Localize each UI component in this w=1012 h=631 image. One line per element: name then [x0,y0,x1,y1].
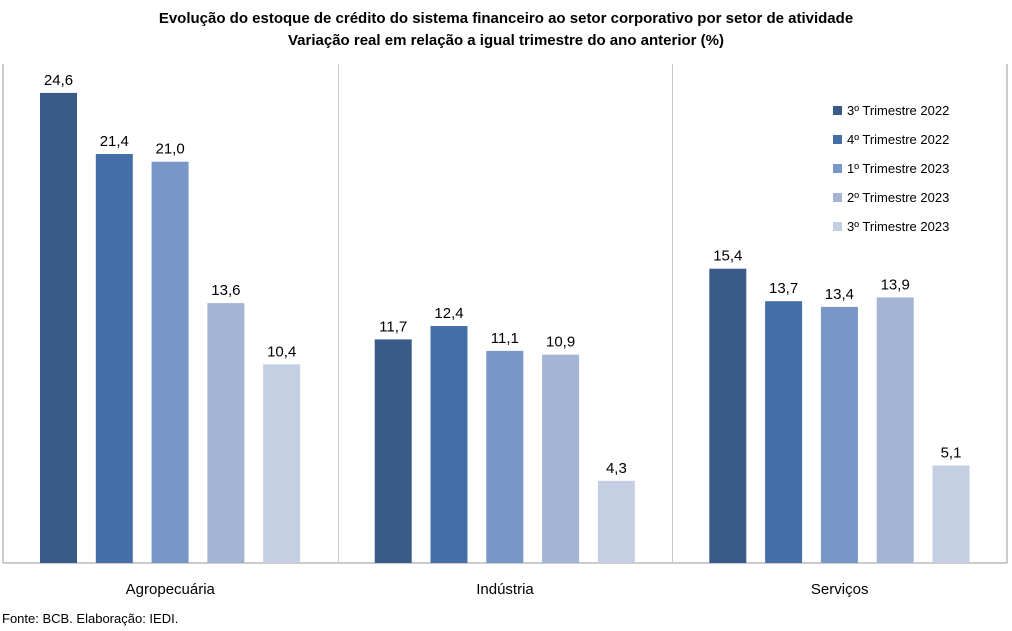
data-label: 4,3 [606,460,627,477]
source-note: Fonte: BCB. Elaboração: IEDI. [2,611,179,626]
legend-label: 1º Trimestre 2023 [847,161,950,176]
data-label: 15,4 [713,248,742,265]
legend-item: 2º Trimestre 2023 [833,190,949,206]
legend-label: 4º Trimestre 2022 [847,132,950,147]
data-label: 10,4 [267,343,296,360]
bar [263,364,301,563]
bar [709,268,747,563]
bar [374,339,412,563]
data-label: 11,7 [379,318,407,335]
data-label: 21,0 [155,141,184,158]
bar [486,350,524,563]
legend-label: 2º Trimestre 2023 [847,190,950,205]
legend-swatch [833,164,842,173]
legend-swatch [833,135,842,144]
legend-item: 3º Trimestre 2022 [833,103,949,119]
data-label: 21,4 [100,133,129,150]
data-label: 13,6 [211,282,240,299]
bar [430,326,468,563]
category-label: Indústria [476,581,534,598]
bar [207,303,245,563]
chart-title-block: Evolução do estoque de crédito do sistem… [0,8,1012,52]
bar [876,297,914,563]
data-label: 12,4 [434,305,463,322]
bar [95,154,133,563]
category-label: Agropecuária [126,581,216,598]
category-label: Serviços [811,581,869,598]
data-label: 5,1 [941,445,962,462]
bar [597,480,635,563]
legend-label: 3º Trimestre 2023 [847,219,950,234]
legend-item: 1º Trimestre 2023 [833,161,949,177]
bar [542,354,580,563]
legend-swatch [833,106,842,115]
legend-item: 4º Trimestre 2022 [833,132,949,148]
data-label: 10,9 [546,334,575,351]
legend-swatch [833,193,842,202]
data-label: 13,7 [769,280,798,297]
legend-label: 3º Trimestre 2022 [847,103,950,118]
legend-swatch [833,222,842,231]
bar [932,465,970,563]
data-label: 24,6 [44,72,73,89]
bar [40,92,77,564]
data-label: 13,9 [881,276,910,293]
data-label: 13,4 [825,286,854,303]
bar [151,161,189,563]
chart-title: Evolução do estoque de crédito do sistem… [158,10,854,27]
bar [820,306,858,563]
bar [765,301,803,563]
chart-subtitle: Variação real em relação a igual trimest… [287,32,724,49]
legend-item: 3º Trimestre 2023 [833,219,949,235]
data-label: 11,1 [491,330,519,347]
